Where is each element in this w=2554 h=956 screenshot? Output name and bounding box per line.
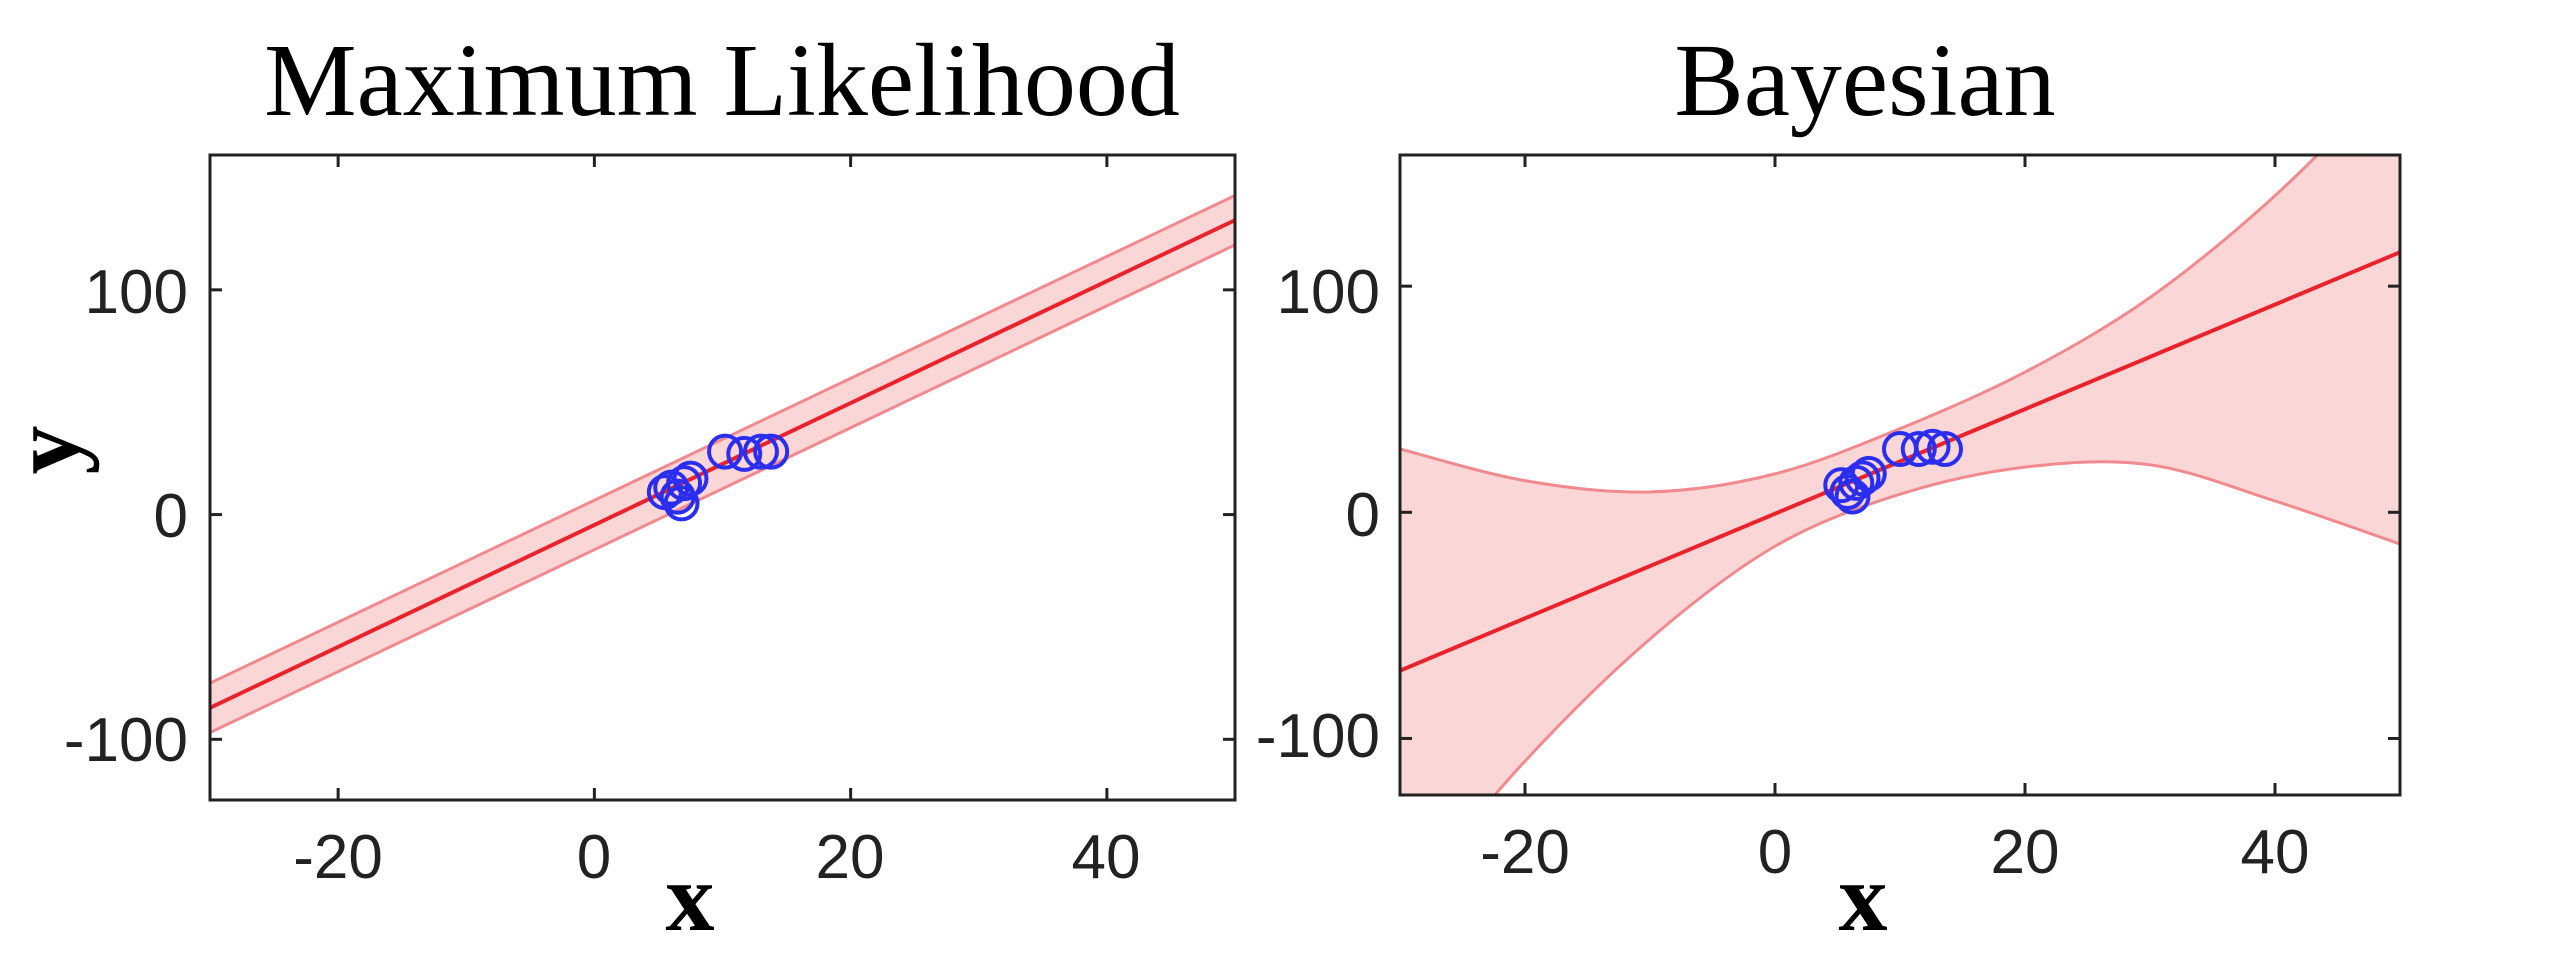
x-axis-label: x	[1839, 844, 1888, 952]
y-axis-label: y	[0, 426, 100, 475]
panel-bayesian: Bayesian -20 0 20 40 -100 0 100 x	[1256, 23, 2402, 952]
band-upper-edge	[210, 194, 1235, 685]
x-axis-label: x	[666, 844, 715, 952]
data-point	[666, 465, 703, 502]
data-point	[663, 485, 700, 522]
confidence-band	[1400, 155, 2400, 795]
x-tick-label: 40	[1072, 823, 1141, 892]
y-tick-label: -100	[64, 706, 188, 775]
data-point	[1844, 460, 1881, 497]
x-tick-label: 0	[577, 823, 611, 892]
x-tick-label: 0	[1758, 818, 1792, 887]
y-tick-label: -100	[1256, 702, 1380, 771]
panel-maximum-likelihood: Maximum Likelihood -20 0 20 40 -100 0 10…	[0, 23, 1237, 952]
plot-area	[210, 194, 1235, 734]
x-tick-label: 20	[816, 823, 885, 892]
y-tick-label: 100	[85, 258, 188, 327]
tick-marks	[1400, 155, 2400, 795]
x-tick-label: -20	[1480, 818, 1570, 887]
data-point	[1850, 455, 1887, 492]
panel-title: Maximum Likelihood	[264, 23, 1180, 138]
tick-marks	[210, 155, 1235, 800]
y-tick-label: 0	[154, 482, 188, 551]
fit-line	[210, 218, 1235, 710]
y-tick-label: 0	[1346, 481, 1380, 550]
axes-box	[1398, 153, 2402, 797]
data-point	[1914, 428, 1951, 465]
data-point	[753, 433, 790, 470]
fit-line	[1400, 250, 2400, 673]
band-lower-edge	[210, 243, 1235, 734]
panel-title: Bayesian	[1674, 23, 2055, 138]
plot-area	[1400, 155, 2400, 795]
x-tick-label: -20	[293, 823, 383, 892]
data-point	[726, 435, 763, 472]
data-point	[1927, 430, 1963, 467]
axes-box	[208, 153, 1237, 802]
y-tick-label: 100	[1277, 258, 1380, 327]
data-point	[1900, 430, 1937, 467]
data-point	[672, 460, 709, 497]
x-tick-label: 20	[1991, 818, 2060, 887]
data-point	[742, 433, 779, 470]
band-lower-edge	[1492, 460, 2400, 795]
x-tick-label: 40	[2241, 818, 2310, 887]
band-upper-edge	[1400, 155, 2320, 494]
data-point	[707, 433, 744, 470]
